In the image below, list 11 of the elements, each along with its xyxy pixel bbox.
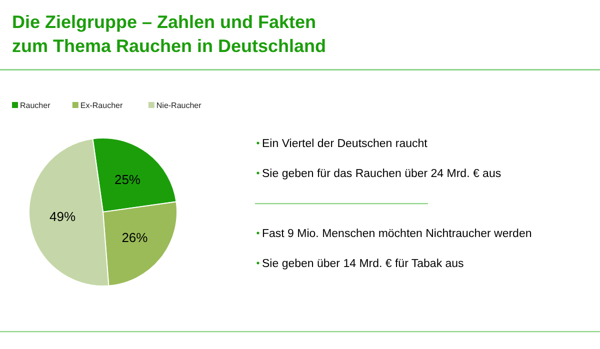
data-label: 25% bbox=[114, 172, 141, 188]
legend-label: Nie-Raucher bbox=[156, 101, 202, 110]
legend-label: Ex-Raucher bbox=[80, 101, 123, 110]
text: Sie geben für das Rauchen über 24 Mrd. € aus bbox=[262, 168, 502, 180]
text: Ein Viertel der Deutschen raucht bbox=[262, 138, 428, 150]
chart-title: Die Zielgruppe – Zahlen und Fakten zum Thema Rauchen in Deutschland bbox=[12, 12, 326, 56]
data-label: 26% bbox=[122, 230, 148, 246]
text: Fast 9 Mio. Menschen möchten Nichtraucher werden bbox=[262, 228, 532, 240]
data-label: 49% bbox=[50, 208, 76, 224]
legend-label: Raucher bbox=[20, 101, 51, 110]
text: Sie geben über 14 Mrd. € für Tabak aus bbox=[262, 258, 464, 270]
